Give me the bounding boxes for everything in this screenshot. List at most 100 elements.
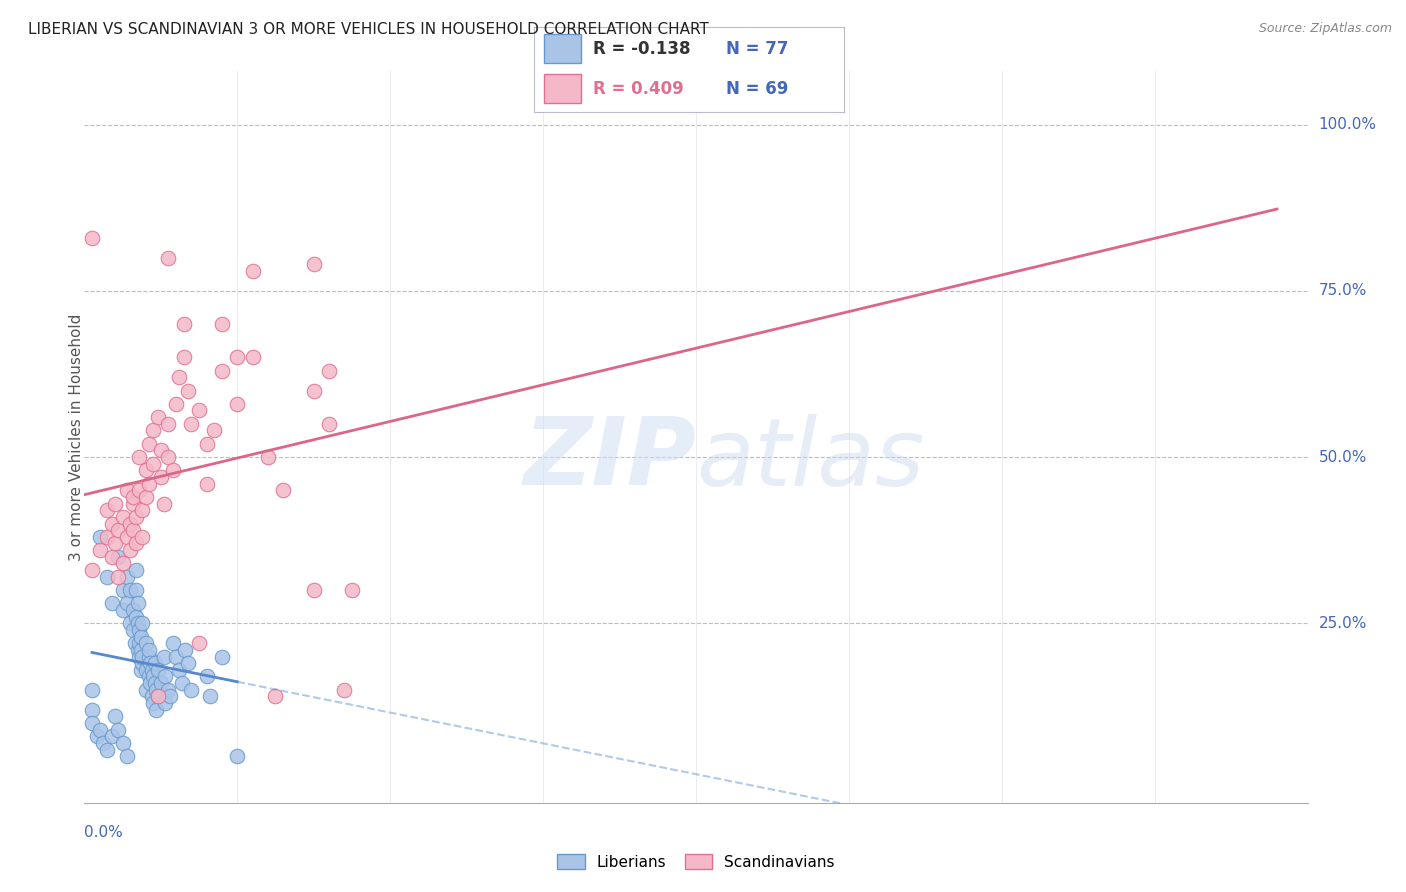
Point [115,596,138,610]
Point [142,457,165,471]
Point [165,397,187,411]
Point [198,690,221,704]
FancyBboxPatch shape [544,35,581,63]
Text: ZIP: ZIP [523,413,696,505]
Point [188,403,211,417]
Point [146,410,169,425]
Point [177,384,200,398]
Text: 100.0%: 100.0% [1319,117,1376,132]
Point [91,736,114,750]
Point [135,463,157,477]
Point [131,503,153,517]
Point [195,669,218,683]
Point [155,669,177,683]
Point [122,623,145,637]
Point [226,397,249,411]
Text: N = 69: N = 69 [725,79,789,97]
Point [127,643,149,657]
Point [211,363,233,377]
Point [107,723,129,737]
Point [111,557,134,571]
Point [80,563,103,577]
Point [142,424,165,438]
Point [138,436,160,450]
Point [138,643,160,657]
Point [128,483,150,498]
Point [120,582,142,597]
Point [128,450,150,464]
Text: R = -0.138: R = -0.138 [593,40,690,58]
Point [124,636,146,650]
Point [165,649,187,664]
Point [127,616,149,631]
Point [226,351,249,365]
Point [129,643,152,657]
Point [271,483,294,498]
Point [138,476,160,491]
Point [180,417,202,431]
Point [125,563,148,577]
Point [111,736,134,750]
Point [80,682,103,697]
Point [122,497,145,511]
Point [96,530,118,544]
Point [89,530,111,544]
Point [80,230,103,244]
Point [162,636,184,650]
Point [177,656,200,670]
Text: N = 77: N = 77 [725,40,789,58]
Point [257,450,280,464]
Point [318,417,340,431]
Point [135,682,157,697]
Point [115,530,138,544]
Point [302,257,325,271]
Point [131,530,153,544]
Point [172,676,194,690]
Point [89,723,111,737]
Point [167,663,190,677]
Point [127,596,149,610]
Point [264,690,287,704]
Point [111,603,134,617]
Point [333,682,356,697]
Text: LIBERIAN VS SCANDINAVIAN 3 OR MORE VEHICLES IN HOUSEHOLD CORRELATION CHART: LIBERIAN VS SCANDINAVIAN 3 OR MORE VEHIC… [28,22,709,37]
Point [141,690,163,704]
Point [122,490,145,504]
Point [104,709,127,723]
Point [318,363,340,377]
Point [107,549,129,564]
Point [122,523,145,537]
FancyBboxPatch shape [544,74,581,103]
Point [131,656,153,670]
Point [111,509,134,524]
Point [125,509,148,524]
Point [104,497,127,511]
Point [226,749,249,764]
Point [143,676,166,690]
Point [120,516,142,531]
Point [302,582,325,597]
Point [80,703,103,717]
Point [120,616,142,631]
Point [146,663,169,677]
Point [86,729,108,743]
Point [155,696,177,710]
Point [195,476,218,491]
Point [149,676,172,690]
Point [153,649,176,664]
Point [125,609,148,624]
Text: 25.0%: 25.0% [1319,615,1367,631]
Point [149,470,172,484]
Point [142,669,165,683]
Point [115,749,138,764]
Point [242,351,264,365]
Point [135,663,157,677]
Point [128,636,150,650]
Point [149,443,172,458]
Point [153,497,176,511]
Text: 0.0%: 0.0% [84,825,124,839]
Point [211,649,233,664]
Point [302,384,325,398]
Point [96,742,118,756]
Point [146,690,169,704]
